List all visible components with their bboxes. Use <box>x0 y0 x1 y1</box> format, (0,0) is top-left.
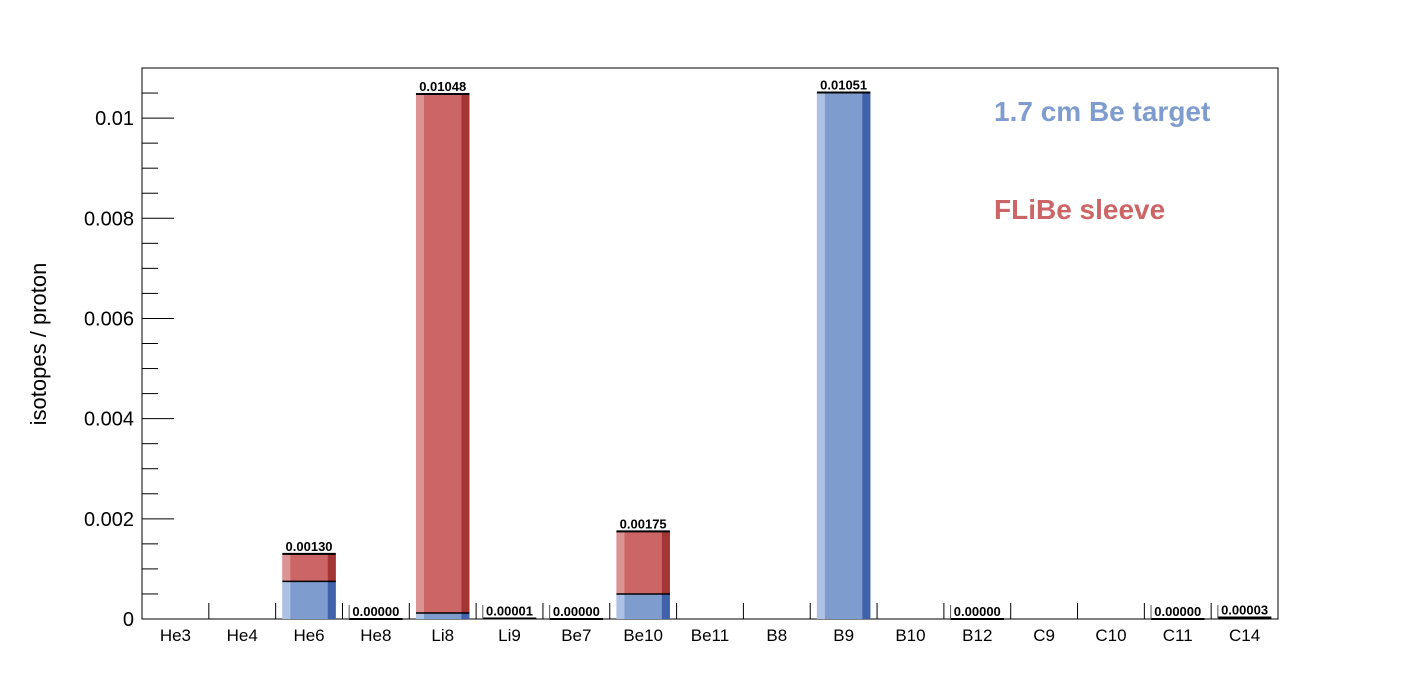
value-label-li9: 0.00001 <box>486 603 533 618</box>
value-label-be7: 0.00000 <box>553 604 600 619</box>
value-label-b9: 0.01051 <box>820 78 867 93</box>
x-tick-label-be7: Be7 <box>561 626 591 645</box>
value-label-he6: 0.00130 <box>286 539 333 554</box>
y-tick-label: 0.01 <box>95 108 134 130</box>
bar-be-target-be10-highlight <box>616 593 625 619</box>
y-tick-label: 0.006 <box>84 308 134 330</box>
x-axis: He3 He4 He6 He8 Li8 Li9 Be7 Be10 Be11 B8 B9 B10 B12 C… <box>141 603 1279 645</box>
y-tick-label: 0.004 <box>84 409 134 431</box>
bar-be-target-li8 <box>415 612 470 619</box>
bar-be-target-b9-highlight <box>816 92 825 619</box>
bar-flibe-sleeve-be10 <box>616 531 670 594</box>
bar-be-target-he6-shade <box>327 581 336 619</box>
bar-be-target-li8-shade <box>461 612 470 619</box>
bar-flibe-sleeve-he6-shade <box>327 553 336 582</box>
y-axis: 0 0.002 0.004 0.006 0.008 0.01 <box>84 67 174 631</box>
bar-be-target-b9-body <box>816 92 871 619</box>
x-tick-label-li8: Li8 <box>431 626 454 645</box>
x-tick-label-b10: B10 <box>895 626 925 645</box>
bar-flibe-sleeve-li8-shade <box>461 94 470 613</box>
x-tick-label-b8: B8 <box>766 626 787 645</box>
x-tick-label-b9: B9 <box>833 626 854 645</box>
bar-flibe-sleeve-li8 <box>415 94 470 613</box>
x-tick-label-he3: He3 <box>160 626 191 645</box>
bar-be-target-be10 <box>616 593 670 619</box>
bar-flibe-sleeve-be10-body <box>616 531 670 594</box>
bar-flibe-sleeve-he6-highlight <box>282 553 291 582</box>
plot-frame <box>141 67 1279 620</box>
x-tick-label-be11: Be11 <box>691 626 729 645</box>
y-tick-label: 0.008 <box>84 208 134 230</box>
x-tick-label-c10: C10 <box>1095 626 1126 645</box>
x-tick-label-b12: B12 <box>962 626 992 645</box>
value-labels-layer: 0.00130 0.00000 0.01048 0.00001 0.00000 0.001… <box>286 78 1269 619</box>
bar-be-target-he6-highlight <box>282 581 291 619</box>
bar-be-target-he6 <box>282 581 336 619</box>
bars-layer <box>282 91 1272 620</box>
legend-entry-flibe-sleeve: FLiBe sleeve <box>994 194 1165 225</box>
bar-be-target-be10-shade <box>661 593 670 619</box>
value-label-li8: 0.01048 <box>419 79 466 94</box>
value-label-c11: 0.00000 <box>1154 604 1201 619</box>
y-axis-label: isotopes / proton <box>26 263 51 426</box>
bar-flibe-sleeve-li8-body <box>415 94 470 613</box>
x-tick-label-he4: He4 <box>227 626 258 645</box>
legend-entry-be-target: 1.7 cm Be target <box>994 96 1210 127</box>
bar-be-target-li8-highlight <box>415 612 424 619</box>
bar-flibe-sleeve-be10-shade <box>661 531 670 594</box>
y-tick-label: 0.002 <box>84 509 134 531</box>
value-label-b12: 0.00000 <box>954 604 1001 619</box>
bar-be-target-he6-body <box>282 581 336 619</box>
bar-flibe-sleeve-he6 <box>282 553 336 582</box>
x-tick-label-c9: C9 <box>1033 626 1055 645</box>
bar-flibe-sleeve-he6-body <box>282 553 336 582</box>
x-tick-label-he8: He8 <box>360 626 391 645</box>
x-tick-label-li9: Li9 <box>498 626 521 645</box>
value-label-he8: 0.00000 <box>352 604 399 619</box>
bar-be-target-b9 <box>816 92 871 619</box>
x-tick-label-be10: Be10 <box>623 626 663 645</box>
x-tick-label-he6: He6 <box>293 626 324 645</box>
bar-be-target-b9-shade <box>862 92 871 619</box>
y-tick-label: 0 <box>123 609 134 631</box>
value-label-be10: 0.00175 <box>620 516 667 531</box>
bar-flibe-sleeve-be10-highlight <box>616 531 625 594</box>
bar-be-target-be10-body <box>616 593 670 619</box>
x-tick-label-c14: C14 <box>1229 626 1260 645</box>
bar-be-target-li8-body <box>415 612 470 619</box>
bar-flibe-sleeve-li8-highlight <box>415 94 424 613</box>
value-label-c14: 0.00003 <box>1221 602 1268 617</box>
x-tick-label-c11: C11 <box>1163 626 1193 645</box>
